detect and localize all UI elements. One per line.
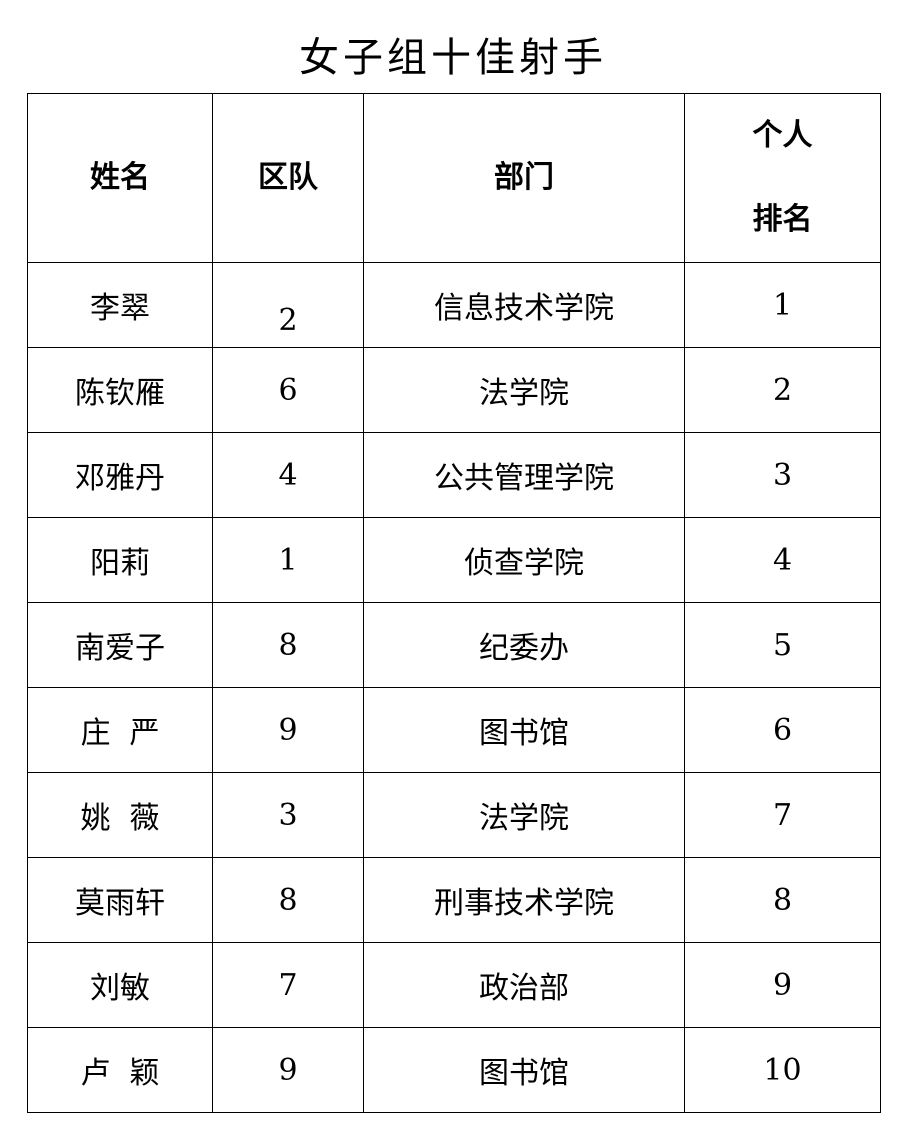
cell-rank: 5 [684,602,881,688]
header-department: 部门 [363,93,685,263]
cell-name: 卢 颖 [27,1027,213,1113]
cell-rank: 2 [684,347,881,433]
cell-squad: 6 [212,347,364,433]
table-row: 邓雅丹 4 公共管理学院 3 [27,432,881,518]
table-row: 南爱子 8 纪委办 5 [27,602,881,688]
table-row: 刘敏 7 政治部 9 [27,942,881,1028]
cell-name: 庄 严 [27,687,213,773]
cell-name: 南爱子 [27,602,213,688]
cell-rank: 9 [684,942,881,1028]
cell-department: 纪委办 [363,602,685,688]
cell-squad: 8 [212,602,364,688]
cell-department: 法学院 [363,772,685,858]
header-name: 姓名 [27,93,213,263]
table-row: 姚 薇 3 法学院 7 [27,772,881,858]
cell-squad: 4 [212,432,364,518]
cell-name: 邓雅丹 [27,432,213,518]
cell-squad: 9 [212,687,364,773]
cell-squad: 7 [212,942,364,1028]
cell-name: 李翠 [27,262,213,348]
cell-rank: 7 [684,772,881,858]
page-title: 女子组十佳射手 [299,35,607,81]
shooters-table: 姓名 区队 部门 个人 排名 李翠 2 信息技术学院 1 陈钦雁 6 法学院 2 邓雅丹 4 公共管… [27,93,881,1113]
header-squad: 区队 [212,93,364,263]
header-row: 姓名 区队 部门 个人 排名 [27,93,881,263]
cell-department: 信息技术学院 [363,262,685,348]
cell-squad: 1 [212,517,364,603]
cell-name: 姚 薇 [27,772,213,858]
cell-rank: 3 [684,432,881,518]
cell-rank: 1 [684,262,881,348]
table-row: 陈钦雁 6 法学院 2 [27,347,881,433]
cell-department: 刑事技术学院 [363,857,685,943]
cell-department: 公共管理学院 [363,432,685,518]
cell-name: 阳莉 [27,517,213,603]
table-row: 庄 严 9 图书馆 6 [27,687,881,773]
cell-department: 法学院 [363,347,685,433]
table-row: 莫雨轩 8 刑事技术学院 8 [27,857,881,943]
header-rank: 个人 排名 [684,93,881,263]
cell-department: 侦查学院 [363,517,685,603]
cell-squad: 8 [212,857,364,943]
cell-department: 图书馆 [363,1027,685,1113]
table-row: 李翠 2 信息技术学院 1 [27,262,881,348]
table-row: 卢 颖 9 图书馆 10 [27,1027,881,1113]
cell-squad: 3 [212,772,364,858]
cell-rank: 10 [684,1027,881,1113]
cell-department: 政治部 [363,942,685,1028]
cell-squad: 2 [212,262,364,348]
cell-name: 陈钦雁 [27,347,213,433]
cell-department: 图书馆 [363,687,685,773]
cell-rank: 8 [684,857,881,943]
cell-name: 莫雨轩 [27,857,213,943]
cell-squad: 9 [212,1027,364,1113]
cell-rank: 4 [684,517,881,603]
table-row: 阳莉 1 侦查学院 4 [27,517,881,603]
cell-name: 刘敏 [27,942,213,1028]
cell-rank: 6 [684,687,881,773]
